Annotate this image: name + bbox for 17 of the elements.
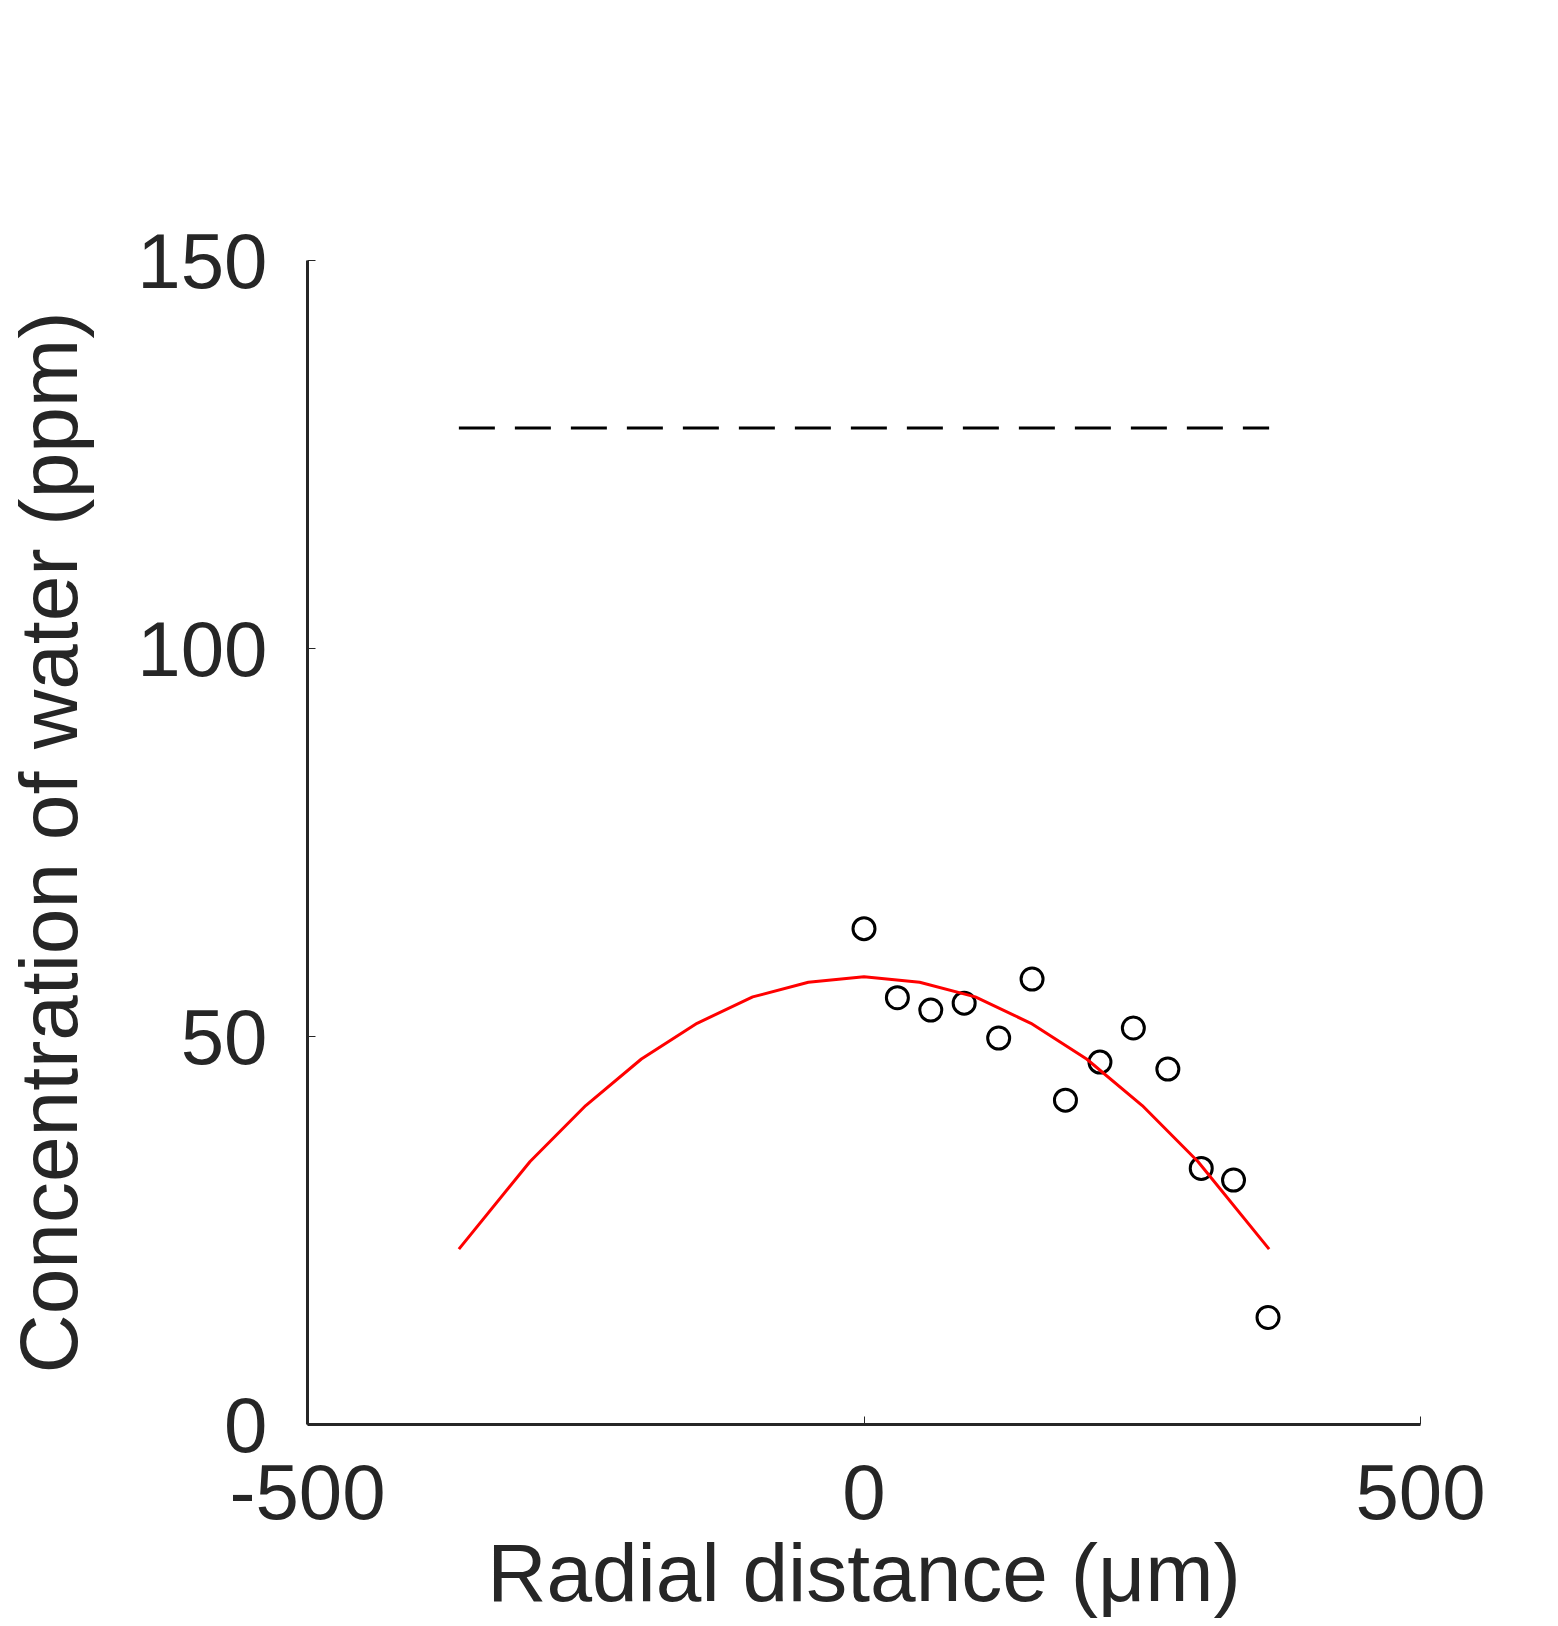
point xyxy=(1221,1167,1247,1193)
point xyxy=(851,916,877,942)
y-tick-label: 100 xyxy=(137,604,268,693)
line-series xyxy=(457,975,1271,1251)
point xyxy=(1120,1015,1146,1041)
y-tick-label: 150 xyxy=(137,216,268,305)
point xyxy=(1052,1087,1078,1113)
x-tick-label: 500 xyxy=(1355,1447,1486,1536)
point xyxy=(1155,1056,1181,1082)
point xyxy=(1255,1304,1281,1330)
point xyxy=(986,1025,1012,1051)
y-axis-title: Concentration of water (ppm) xyxy=(3,311,95,1374)
y-tick-label: 50 xyxy=(180,992,268,1081)
point xyxy=(1188,1155,1214,1181)
point xyxy=(884,985,910,1011)
point xyxy=(1019,966,1045,992)
point xyxy=(918,997,944,1023)
